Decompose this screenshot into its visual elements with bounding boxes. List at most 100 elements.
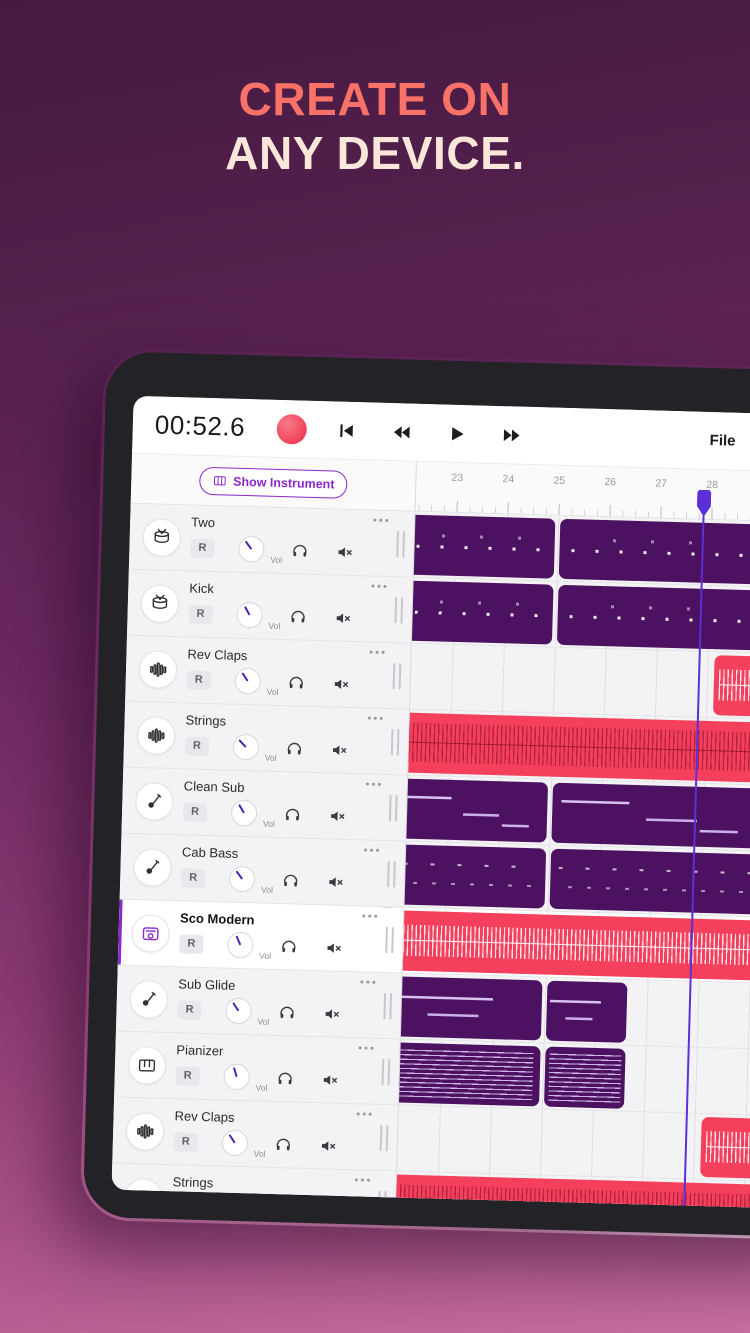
mute-speaker-icon[interactable]	[335, 542, 355, 562]
record-arm-button[interactable]: R	[179, 933, 204, 954]
mute-speaker-icon[interactable]	[333, 608, 353, 628]
midi-clip[interactable]	[544, 1046, 627, 1109]
record-arm-button[interactable]: R	[188, 603, 213, 624]
track-drag-handle[interactable]	[387, 860, 396, 887]
track-drag-handle[interactable]	[385, 926, 394, 953]
midi-clip[interactable]	[546, 980, 628, 1043]
track-drag-handle[interactable]	[394, 596, 404, 623]
mute-speaker-icon[interactable]	[326, 872, 346, 892]
track-drag-handle[interactable]	[379, 1124, 389, 1151]
track-drag-handle[interactable]	[392, 662, 402, 689]
knob-dial[interactable]	[228, 865, 256, 893]
drum-icon[interactable]	[142, 517, 182, 557]
track-drag-handle[interactable]	[388, 794, 398, 821]
audio-clip[interactable]	[700, 1116, 750, 1179]
midi-clip[interactable]	[559, 518, 750, 585]
volume-knob[interactable]: Vol	[227, 931, 271, 961]
volume-knob[interactable]: Vol	[223, 1063, 268, 1093]
headphones-solo-icon[interactable]	[275, 1069, 295, 1089]
track-drag-handle[interactable]	[390, 728, 400, 755]
audio-clip[interactable]	[713, 654, 750, 717]
mute-speaker-icon[interactable]	[320, 1070, 340, 1090]
midi-clip[interactable]	[549, 848, 750, 915]
volume-knob[interactable]: Vol	[232, 733, 277, 763]
track-options-dots-icon[interactable]	[360, 980, 376, 984]
amp-icon[interactable]	[131, 913, 171, 953]
record-arm-button[interactable]: R	[180, 867, 206, 888]
record-button[interactable]	[272, 409, 311, 448]
knob-dial[interactable]	[232, 733, 260, 761]
knob-dial[interactable]	[230, 799, 258, 827]
track-drag-handle[interactable]	[383, 992, 393, 1019]
play-button[interactable]	[437, 414, 476, 453]
knob-dial[interactable]	[225, 997, 252, 1025]
record-arm-button[interactable]: R	[177, 999, 202, 1020]
midi-clip[interactable]	[557, 584, 750, 651]
track-options-dots-icon[interactable]	[354, 1178, 370, 1182]
claps-icon[interactable]	[136, 715, 176, 755]
rewind-button[interactable]	[382, 412, 421, 451]
file-menu[interactable]: File	[709, 431, 736, 450]
headphones-solo-icon[interactable]	[283, 805, 303, 825]
headphones-solo-icon[interactable]	[285, 739, 305, 759]
volume-knob[interactable]: Vol	[230, 799, 275, 829]
bass-icon[interactable]	[129, 979, 169, 1019]
track-drag-handle[interactable]	[396, 530, 406, 557]
headphones-solo-icon[interactable]	[281, 871, 301, 891]
knob-dial[interactable]	[223, 1063, 251, 1091]
midi-clip[interactable]	[551, 782, 750, 849]
track-options-dots-icon[interactable]	[362, 914, 378, 918]
track-options-dots-icon[interactable]	[358, 1046, 374, 1050]
show-instrument-button[interactable]: Show Instrument	[198, 466, 348, 499]
claps-icon[interactable]	[123, 1177, 163, 1217]
headphones-solo-icon[interactable]	[272, 1201, 292, 1216]
headphones-solo-icon[interactable]	[290, 541, 310, 561]
midi-clip[interactable]	[404, 843, 547, 909]
piano-icon[interactable]	[127, 1045, 167, 1085]
knob-dial[interactable]	[221, 1129, 249, 1157]
track-options-dots-icon[interactable]	[373, 518, 389, 523]
volume-knob[interactable]: Vol	[238, 535, 282, 565]
bass-icon[interactable]	[133, 847, 173, 887]
volume-knob[interactable]: Vol	[236, 601, 280, 631]
knob-dial[interactable]	[234, 667, 262, 695]
headphones-solo-icon[interactable]	[274, 1135, 294, 1155]
headphones-solo-icon[interactable]	[286, 673, 306, 693]
knob-dial[interactable]	[219, 1195, 247, 1217]
midi-clip[interactable]	[406, 777, 549, 843]
midi-clip[interactable]	[398, 1041, 541, 1106]
knob-dial[interactable]	[227, 931, 254, 959]
record-arm-button[interactable]: R	[186, 669, 212, 690]
mute-speaker-icon[interactable]	[319, 1136, 339, 1156]
midi-clip[interactable]	[400, 975, 543, 1040]
record-arm-button[interactable]: R	[171, 1197, 197, 1217]
track-options-dots-icon[interactable]	[356, 1112, 372, 1116]
track-options-dots-icon[interactable]	[365, 782, 381, 786]
record-arm-button[interactable]: R	[175, 1065, 200, 1086]
claps-icon[interactable]	[138, 649, 178, 689]
drum-icon[interactable]	[140, 583, 180, 623]
mute-speaker-icon[interactable]	[330, 740, 350, 760]
track-options-dots-icon[interactable]	[371, 584, 387, 588]
volume-knob[interactable]: Vol	[228, 865, 273, 895]
mute-speaker-icon[interactable]	[317, 1202, 337, 1217]
knob-dial[interactable]	[236, 601, 263, 629]
volume-knob[interactable]: Vol	[225, 997, 269, 1027]
track-drag-handle[interactable]	[381, 1058, 391, 1085]
audio-clip[interactable]	[402, 909, 750, 981]
mute-speaker-icon[interactable]	[324, 938, 344, 958]
track-options-dots-icon[interactable]	[367, 716, 383, 720]
audio-clip[interactable]	[395, 1173, 750, 1217]
volume-knob[interactable]: Vol	[219, 1195, 264, 1217]
headphones-solo-icon[interactable]	[277, 1003, 297, 1023]
track-options-dots-icon[interactable]	[369, 650, 385, 654]
midi-clip[interactable]	[411, 579, 554, 645]
bass-icon[interactable]	[134, 781, 174, 821]
fast-forward-button[interactable]	[492, 415, 531, 454]
mute-speaker-icon[interactable]	[331, 674, 351, 694]
headphones-solo-icon[interactable]	[288, 607, 308, 627]
track-options-dots-icon[interactable]	[364, 848, 380, 852]
headphones-solo-icon[interactable]	[279, 937, 299, 957]
claps-icon[interactable]	[125, 1111, 165, 1151]
midi-clip[interactable]	[413, 513, 556, 579]
